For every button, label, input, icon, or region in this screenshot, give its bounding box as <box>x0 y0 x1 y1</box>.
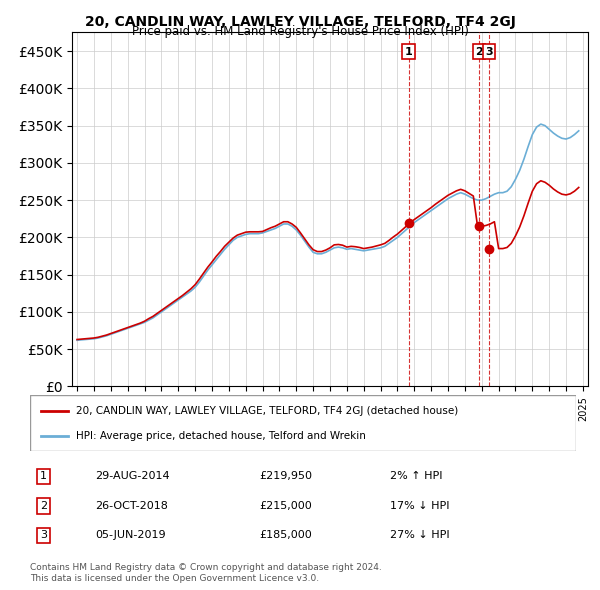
Text: 1: 1 <box>40 471 47 481</box>
FancyBboxPatch shape <box>30 395 576 451</box>
Text: £219,950: £219,950 <box>259 471 313 481</box>
Text: 3: 3 <box>40 530 47 540</box>
Text: 26-OCT-2018: 26-OCT-2018 <box>95 501 169 511</box>
Text: Contains HM Land Registry data © Crown copyright and database right 2024.
This d: Contains HM Land Registry data © Crown c… <box>30 563 382 583</box>
Text: 3: 3 <box>485 47 493 57</box>
Text: 1: 1 <box>405 47 412 57</box>
Text: £215,000: £215,000 <box>259 501 312 511</box>
Text: 29-AUG-2014: 29-AUG-2014 <box>95 471 170 481</box>
Text: HPI: Average price, detached house, Telford and Wrekin: HPI: Average price, detached house, Telf… <box>76 431 366 441</box>
Text: 05-JUN-2019: 05-JUN-2019 <box>95 530 166 540</box>
Text: 2% ↑ HPI: 2% ↑ HPI <box>391 471 443 481</box>
Text: Price paid vs. HM Land Registry's House Price Index (HPI): Price paid vs. HM Land Registry's House … <box>131 25 469 38</box>
Text: £185,000: £185,000 <box>259 530 312 540</box>
Text: 2: 2 <box>40 501 47 511</box>
Text: 2: 2 <box>475 47 482 57</box>
Text: 20, CANDLIN WAY, LAWLEY VILLAGE, TELFORD, TF4 2GJ (detached house): 20, CANDLIN WAY, LAWLEY VILLAGE, TELFORD… <box>76 406 458 416</box>
Text: 20, CANDLIN WAY, LAWLEY VILLAGE, TELFORD, TF4 2GJ: 20, CANDLIN WAY, LAWLEY VILLAGE, TELFORD… <box>85 15 515 29</box>
Text: 27% ↓ HPI: 27% ↓ HPI <box>391 530 450 540</box>
Text: 17% ↓ HPI: 17% ↓ HPI <box>391 501 450 511</box>
